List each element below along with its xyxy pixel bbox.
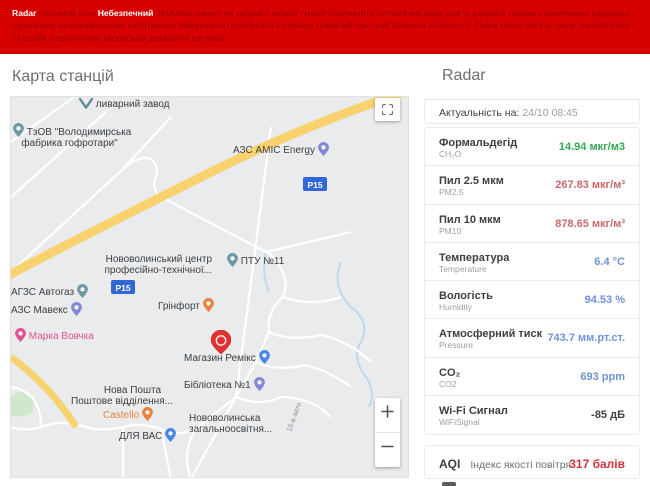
- svg-text:P15: P15: [307, 180, 322, 190]
- svg-text:P15: P15: [115, 283, 130, 293]
